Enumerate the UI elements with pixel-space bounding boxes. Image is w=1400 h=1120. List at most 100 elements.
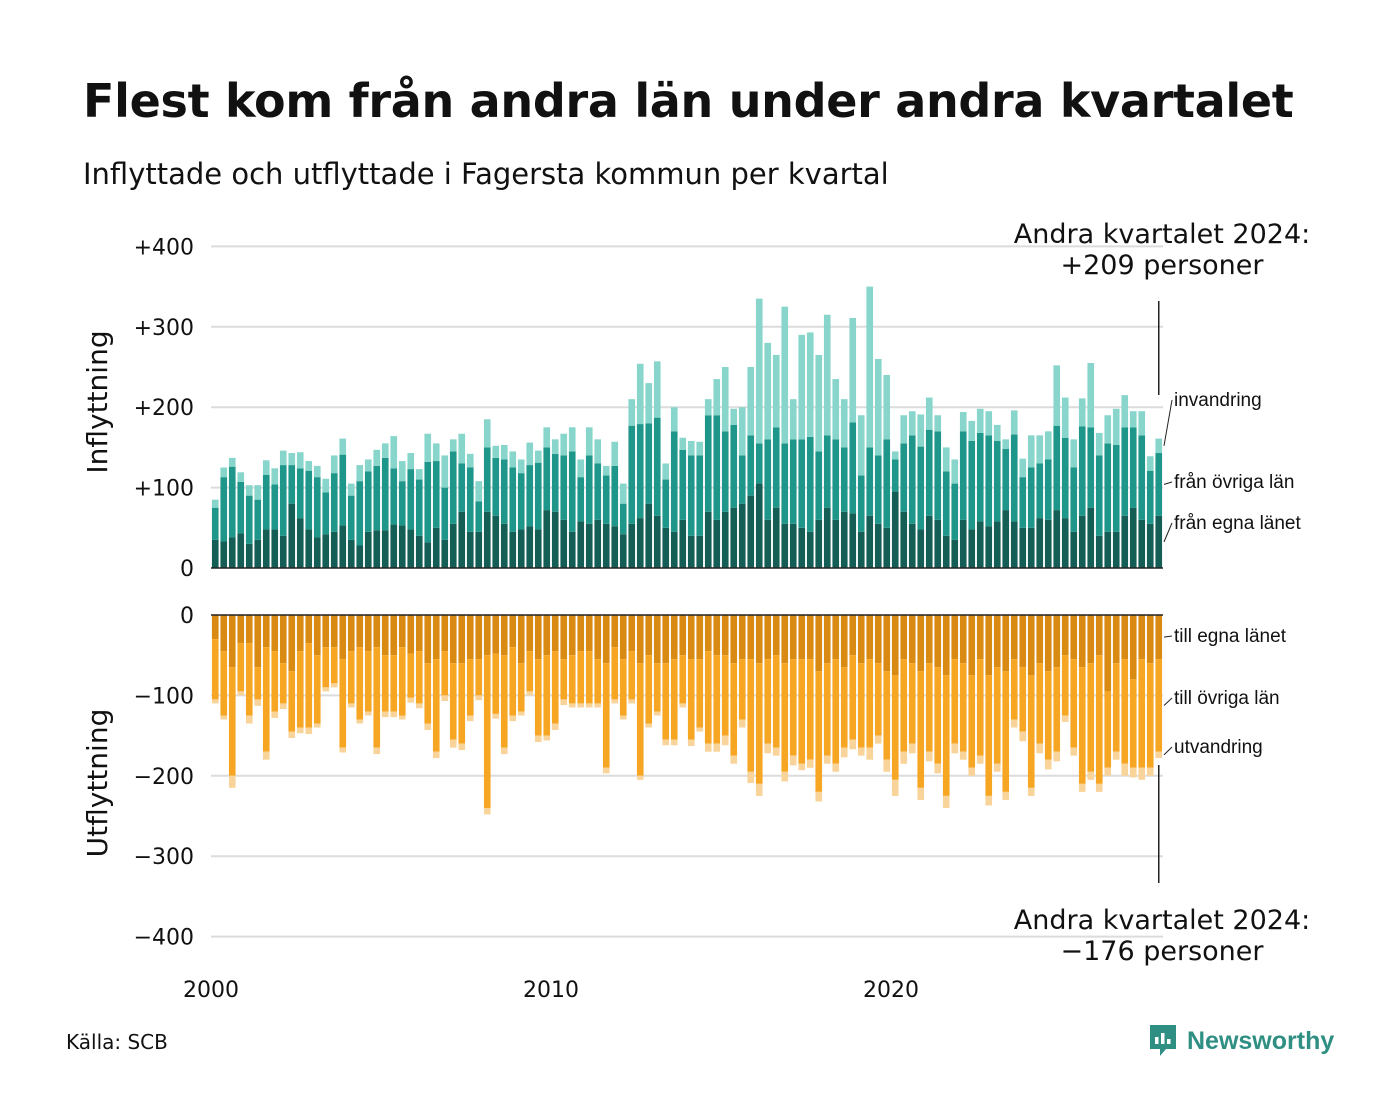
bar-in-egna xyxy=(551,511,559,568)
bar-out-utvandring xyxy=(534,735,542,743)
bar-in-ovriga xyxy=(458,463,466,512)
bar-out-egna xyxy=(993,615,1001,668)
bar-in-ovriga xyxy=(900,443,908,512)
bar-in-ovriga xyxy=(364,471,372,532)
bar-out-egna xyxy=(483,615,491,656)
bar-out-ovriga xyxy=(670,659,678,740)
legend-leader xyxy=(1163,522,1173,543)
bar-in-invandring xyxy=(874,358,882,456)
bar-out-ovriga xyxy=(254,667,262,700)
bar-out-egna xyxy=(1121,615,1129,660)
bar-out-egna xyxy=(1070,615,1078,660)
bar-in-ovriga xyxy=(1104,443,1112,532)
bar-out-ovriga xyxy=(857,663,865,748)
bar-out-utvandring xyxy=(364,711,372,716)
bar-out-egna xyxy=(339,615,347,660)
bar-out-utvandring xyxy=(951,743,959,754)
bar-in-ovriga xyxy=(543,447,551,511)
bar-in-invandring xyxy=(976,408,984,433)
bar-out-utvandring xyxy=(636,775,644,780)
bar-in-ovriga xyxy=(628,425,636,524)
bar-out-utvandring xyxy=(628,699,636,704)
bar-in-ovriga xyxy=(500,459,508,524)
bar-in-invandring xyxy=(917,414,925,447)
bar-out-ovriga xyxy=(611,647,619,700)
bar-out-ovriga xyxy=(1036,663,1044,744)
bar-out-ovriga xyxy=(356,647,364,720)
bar-out-utvandring xyxy=(339,747,347,753)
bar-out-ovriga xyxy=(1155,659,1163,752)
bar-in-invandring xyxy=(1138,411,1146,436)
legend-invandring: invandring xyxy=(1174,390,1262,411)
bar-out-ovriga xyxy=(636,663,644,776)
y-tick-label: −400 xyxy=(134,926,194,951)
bar-in-egna xyxy=(254,539,262,568)
bar-out-utvandring xyxy=(857,747,865,756)
bar-in-ovriga xyxy=(1087,427,1095,508)
bar-out-ovriga xyxy=(645,655,653,724)
bar-out-egna xyxy=(407,615,415,654)
bar-in-invandring xyxy=(1002,439,1010,450)
bar-in-egna xyxy=(696,535,704,568)
bar-out-egna xyxy=(390,615,398,656)
bar-out-utvandring xyxy=(398,715,406,720)
bar-out-ovriga xyxy=(730,663,738,756)
bar-out-utvandring xyxy=(577,703,585,708)
bar-in-egna xyxy=(781,523,789,568)
bar-out-egna xyxy=(679,615,687,656)
bar-out-egna xyxy=(1053,615,1061,668)
bar-out-utvandring xyxy=(993,763,1001,772)
bar-out-utvandring xyxy=(815,791,823,802)
bar-out-egna xyxy=(347,615,355,652)
bar-in-ovriga xyxy=(755,443,763,484)
bar-in-ovriga xyxy=(585,455,593,524)
bar-out-ovriga xyxy=(772,655,780,748)
bar-in-egna xyxy=(1129,507,1137,568)
bar-out-utvandring xyxy=(415,703,423,709)
bar-out-ovriga xyxy=(585,651,593,704)
bar-in-ovriga xyxy=(823,435,831,508)
bar-in-invandring xyxy=(245,485,253,496)
bar-out-ovriga xyxy=(432,659,440,752)
bar-in-ovriga xyxy=(874,455,882,524)
bar-out-ovriga xyxy=(534,659,542,736)
bar-in-egna xyxy=(475,531,483,568)
bar-in-ovriga xyxy=(517,473,525,530)
bar-out-utvandring xyxy=(279,703,287,710)
bar-in-egna xyxy=(424,542,432,568)
bar-in-ovriga xyxy=(1061,437,1069,519)
bar-out-ovriga xyxy=(653,663,661,712)
bar-in-invandring xyxy=(611,441,619,466)
bar-out-utvandring xyxy=(322,687,330,692)
bar-out-egna xyxy=(594,615,602,660)
bar-in-invandring xyxy=(492,445,500,458)
bar-out-ovriga xyxy=(764,659,772,744)
bar-in-ovriga xyxy=(883,439,891,528)
bar-out-ovriga xyxy=(475,659,483,696)
bar-out-utvandring xyxy=(228,775,236,788)
bar-in-ovriga xyxy=(738,455,746,504)
bar-out-egna xyxy=(602,615,610,664)
bar-out-egna xyxy=(296,615,304,652)
bar-in-ovriga xyxy=(1138,435,1146,520)
bar-in-invandring xyxy=(764,342,772,440)
bar-in-egna xyxy=(1044,519,1052,568)
bar-out-utvandring xyxy=(696,727,704,732)
bar-out-ovriga xyxy=(602,663,610,768)
bar-out-utvandring xyxy=(1061,715,1069,722)
bar-in-egna xyxy=(339,525,347,568)
bar-out-ovriga xyxy=(441,651,449,696)
chart-subtitle: Inflyttade och utflyttade i Fagersta kom… xyxy=(83,157,889,191)
bar-in-egna xyxy=(738,503,746,568)
bar-in-invandring xyxy=(985,411,993,436)
bar-out-ovriga xyxy=(237,643,245,692)
bar-out-egna xyxy=(449,615,457,664)
bar-in-egna xyxy=(874,523,882,568)
bar-out-ovriga xyxy=(398,647,406,716)
bar-in-egna xyxy=(237,533,245,568)
bar-out-egna xyxy=(611,615,619,648)
bar-in-invandring xyxy=(594,439,602,464)
bar-out-ovriga xyxy=(900,659,908,752)
bar-in-egna xyxy=(951,539,959,568)
bar-out-egna xyxy=(262,615,270,648)
